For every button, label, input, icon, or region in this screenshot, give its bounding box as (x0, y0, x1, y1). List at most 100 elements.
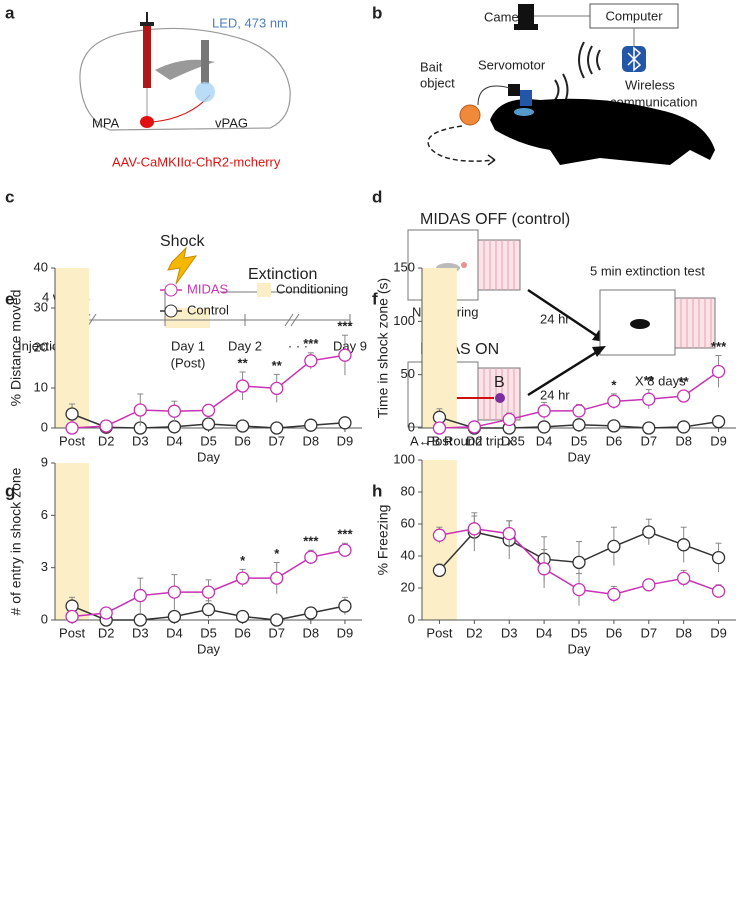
significance: * (240, 553, 246, 568)
x-tick-label: D6 (234, 625, 251, 640)
panel-letter: h (372, 481, 382, 500)
y-tick-label: 0 (408, 611, 415, 626)
time-label: 24 hr (540, 311, 570, 326)
x-tick-label: D8 (675, 433, 692, 448)
arrow (527, 288, 601, 340)
y-tick-label: 30 (34, 299, 48, 314)
panel-letter: g (5, 481, 15, 500)
significance: *** (303, 534, 319, 549)
x-tick-label: D6 (606, 625, 623, 640)
significance: ** (238, 355, 249, 370)
data-point (304, 354, 318, 368)
x-tick-label: D9 (710, 433, 727, 448)
bait-label: object (420, 75, 455, 90)
data-point (711, 584, 726, 598)
x-axis-label: Day (567, 641, 591, 656)
brain-outline (79, 27, 291, 131)
x-tick-label: D8 (303, 625, 320, 640)
x-tick-label: D5 (200, 625, 217, 640)
x-tick-label: D7 (268, 625, 285, 640)
data-point (65, 609, 79, 624)
test-label: 5 min extinction test (590, 263, 705, 278)
x-tick-label: D4 (536, 625, 553, 640)
data-point (537, 562, 551, 576)
legend-marker (164, 304, 178, 318)
x-tick-label: D7 (640, 625, 657, 640)
x-tick-label: D6 (606, 433, 623, 448)
data-point (711, 414, 726, 429)
data-point (235, 419, 250, 433)
data-point (572, 582, 586, 597)
significance: * (611, 377, 617, 392)
significance: ** (644, 373, 655, 388)
data-point (607, 587, 621, 602)
y-tick-label: 50 (401, 366, 415, 381)
significance: ** (679, 374, 690, 389)
data-point (65, 407, 79, 421)
conditioning-shade (422, 268, 457, 428)
camera-icon (514, 24, 538, 30)
data-point (65, 421, 79, 435)
brain-structure (155, 59, 215, 80)
data-point (467, 522, 481, 536)
y-tick-label: 40 (34, 259, 48, 274)
x-tick-label: D9 (337, 433, 354, 448)
mpa-site (140, 116, 154, 128)
day-label: Day 1 (171, 338, 205, 353)
x-tick-label: D3 (501, 433, 518, 448)
significance: ** (272, 358, 283, 373)
x-tick-label: D3 (132, 625, 149, 640)
significance: *** (337, 319, 353, 334)
data-point (711, 550, 726, 565)
data-point (502, 526, 516, 541)
data-point (432, 563, 447, 578)
data-point (432, 528, 447, 542)
data-point (133, 613, 147, 627)
x-axis-label: Day (197, 449, 221, 464)
data-point (607, 539, 621, 554)
data-point (99, 419, 113, 433)
series-line (72, 354, 346, 429)
y-tick-label: 0 (41, 419, 48, 434)
y-tick-label: 80 (401, 483, 415, 498)
lightning (167, 246, 198, 285)
data-point (201, 403, 216, 418)
x-tick-label: D7 (268, 433, 285, 448)
legend-label: Conditioning (276, 281, 348, 296)
x-tick-label: D5 (571, 625, 588, 640)
x-tick-label: Post (426, 433, 452, 448)
bait-icon (461, 262, 467, 268)
significance: *** (303, 336, 319, 351)
y-tick-label: 100 (393, 451, 415, 466)
dashed-path (427, 125, 496, 162)
y-tick-label: 100 (393, 313, 415, 328)
servomotor-bt (520, 90, 532, 106)
data-point (304, 418, 318, 432)
shock-label: Shock (160, 233, 205, 250)
zone-stripes (483, 240, 515, 290)
y-tick-label: 40 (401, 547, 415, 562)
data-point (642, 578, 656, 592)
x-tick-label: D9 (337, 625, 354, 640)
legend-label: Control (187, 302, 229, 317)
panel-letter: a (5, 3, 15, 22)
vpag-label: vPAG (215, 115, 248, 130)
y-tick-label: 150 (393, 259, 415, 274)
day-label: Day 2 (228, 338, 262, 353)
y-tick-label: 6 (41, 507, 48, 522)
data-point (642, 392, 656, 406)
data-point (467, 420, 481, 434)
x-tick-label: D3 (132, 433, 149, 448)
led-glow (514, 108, 534, 116)
bait-label: Bait (420, 59, 443, 74)
servo-label: Servomotor (478, 57, 546, 72)
significance: *** (711, 339, 727, 354)
x-tick-label: D4 (166, 625, 183, 640)
x-tick-label: Post (426, 625, 452, 640)
data-point (133, 403, 147, 417)
data-point (201, 585, 216, 599)
shock-zone (477, 239, 521, 291)
x-tick-label: D9 (710, 625, 727, 640)
data-point (537, 420, 551, 434)
data-point (502, 412, 516, 427)
